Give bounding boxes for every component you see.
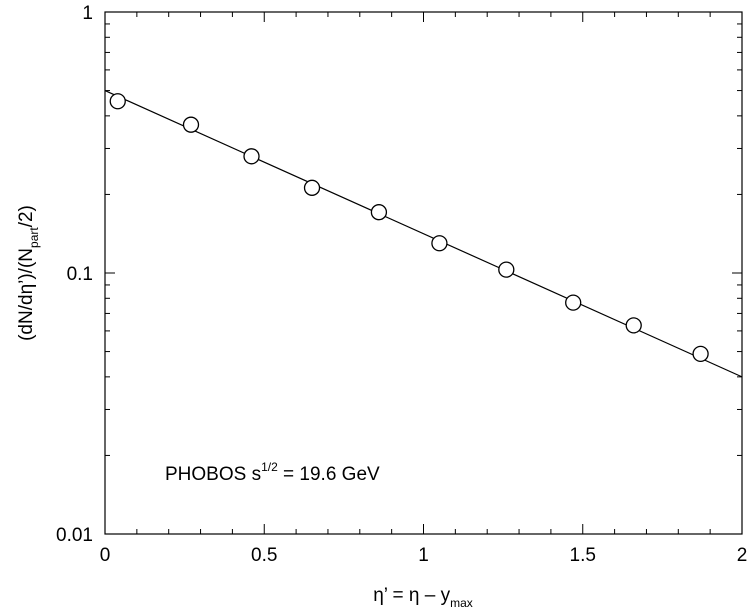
y-tick-label: 1 [82,3,93,24]
data-point [182,116,200,133]
fit-line [104,90,743,378]
data-point [692,345,709,363]
x-tick-label: 0.5 [251,545,277,566]
y-tick-label: 0.01 [56,525,93,546]
x-tick-label: 0 [100,545,111,566]
data-points [109,93,709,363]
x-tick-label: 1.5 [570,545,596,566]
y-tick-label: 0.1 [67,264,93,285]
tick-labels: 0 0.5 1 1.5 2 0.01 0.1 1 [56,3,747,566]
x-axis-label: η’ = η – ymax [373,585,473,609]
data-point [431,235,448,252]
data-point [243,148,260,165]
data-point [370,204,388,221]
data-point [565,294,582,311]
y-axis-label: (dN/dη’)/(Npart/2) [16,205,41,341]
plot-frame [104,11,743,535]
axis-ticks [104,11,743,535]
data-point [109,93,126,110]
data-point [625,317,642,334]
x-tick-label: 2 [737,545,747,566]
data-point [498,261,515,278]
data-point [303,179,321,196]
x-tick-label: 1 [418,545,429,566]
annotation: PHOBOS s1/2 = 19.6 GeV [165,460,380,485]
